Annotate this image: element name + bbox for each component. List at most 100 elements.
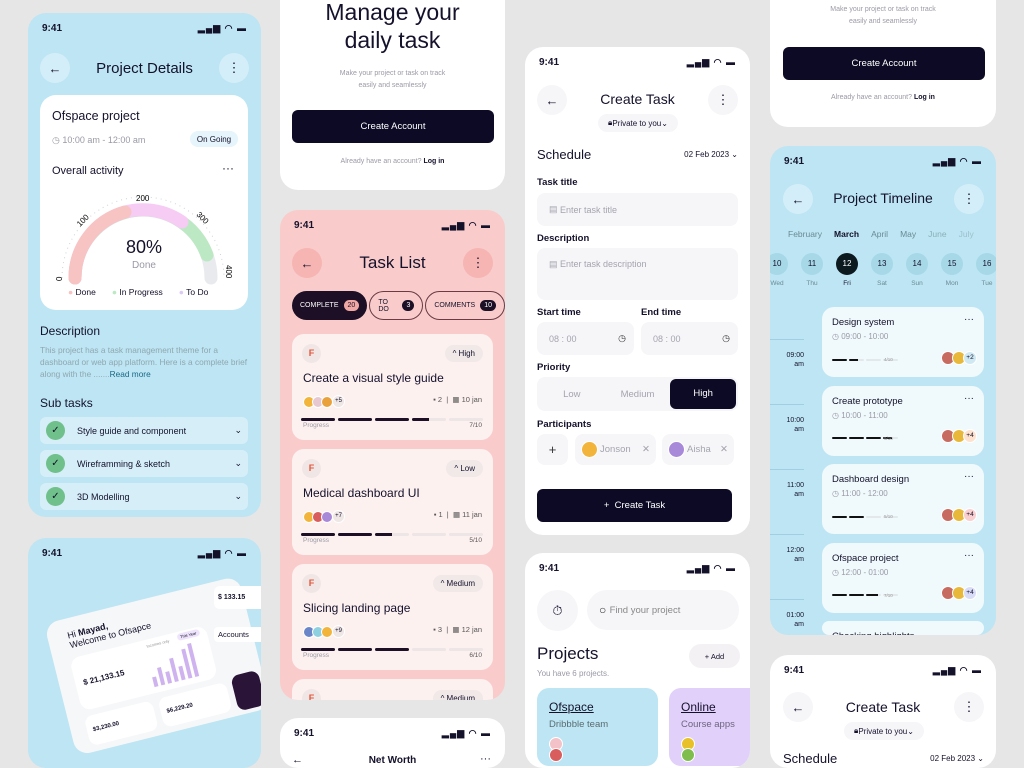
privacy-select[interactable]: 🔒︎ Private to you ⌄: [844, 722, 924, 740]
more-icon[interactable]: ···: [480, 753, 491, 765]
date-select[interactable]: 02 Feb 2023 ⌄: [930, 754, 984, 763]
subtask-item[interactable]: ✓ Style guide and component ⌄: [40, 417, 248, 444]
timer-button[interactable]: ⏱︎: [537, 590, 578, 631]
timeline-event-card[interactable]: Checking highlights: [822, 621, 984, 635]
figma-icon: F: [302, 689, 321, 700]
clock-icon: ◷: [832, 567, 842, 577]
task-title-input[interactable]: ▤ Enter task title: [537, 193, 738, 226]
status-icons: ▂▄▆ ◠ ▬: [686, 563, 736, 573]
event-more-icon[interactable]: ···: [964, 392, 974, 404]
more-button[interactable]: ⋮: [463, 248, 493, 278]
month-item[interactable]: July: [958, 229, 974, 239]
add-participant-button[interactable]: +: [537, 434, 568, 465]
comment-count: 2: [437, 395, 443, 404]
timeline-event-card[interactable]: Dashboard design ··· ◷ 11:00 - 12:00 5/10…: [822, 464, 984, 534]
day-item[interactable]: 13 Sat: [871, 253, 893, 287]
back-button[interactable]: ←: [783, 184, 813, 214]
subtask-item[interactable]: ✓ 3D Modelling ⌄: [40, 483, 248, 510]
timeline-event-card[interactable]: Design system ··· ◷ 09:00 - 10:00 4/10 +2: [822, 307, 984, 377]
task-card[interactable]: F ^ High Create a visual style guide +5 ▪…: [292, 334, 493, 440]
project-card-online[interactable]: Online Course apps: [669, 688, 750, 766]
tab-complete[interactable]: COMPLETE 20: [292, 291, 368, 320]
more-button[interactable]: ⋮: [954, 184, 984, 214]
priority-badge: ^ Medium: [432, 690, 483, 700]
event-more-icon[interactable]: ···: [964, 314, 974, 325]
search-icon: ○: [599, 603, 610, 617]
back-button[interactable]: ←: [537, 85, 567, 115]
login-link[interactable]: Log in: [423, 158, 445, 165]
project-card: Ofspace project ◷ 10:00 am - 12:00 am On…: [40, 95, 248, 310]
description-body: This project has a task management theme…: [40, 345, 248, 379]
progress-segment: [866, 437, 881, 440]
create-task-button[interactable]: + Create Task: [537, 489, 732, 522]
task-card[interactable]: F ^ Low Medical dashboard UI +7 ▪ 1 | ▦ 1…: [292, 449, 493, 555]
event-time-text: 09:00 - 10:00: [841, 332, 889, 341]
back-icon[interactable]: ←: [292, 754, 303, 766]
member-avatars: [549, 737, 563, 762]
start-time-value: 08 : 00: [549, 333, 577, 344]
tab-comments[interactable]: COMMENTS 10: [425, 291, 505, 320]
remove-icon[interactable]: ✕: [720, 444, 728, 455]
priority-low[interactable]: Low: [563, 388, 581, 400]
back-button[interactable]: ←: [40, 53, 70, 83]
task-card[interactable]: F ^ Medium Slicing landing page +9 ▪ 3 | …: [292, 564, 493, 670]
end-time-input[interactable]: 08 : 00 ◷: [641, 322, 738, 355]
project-card-ofspace[interactable]: Ofspace Dribbble team: [537, 688, 658, 766]
search-input[interactable]: ○ Find your project: [587, 590, 739, 630]
activity-more-icon[interactable]: ···: [222, 161, 234, 175]
subtask-item[interactable]: ✓ Wireframming & sketch ⌄: [40, 450, 248, 477]
privacy-select[interactable]: 🔒︎ Private to you ⌄: [598, 114, 678, 132]
month-item[interactable]: April: [871, 229, 889, 239]
calendar-icon: ▦: [452, 510, 463, 519]
event-more-icon[interactable]: ···: [964, 549, 974, 561]
day-item[interactable]: 16 Tue: [976, 253, 996, 287]
date-select[interactable]: 02 Feb 2023 ⌄: [684, 150, 738, 159]
subtask-label: Wireframming & sketch: [77, 458, 171, 469]
month-item[interactable]: June: [928, 229, 947, 239]
progress-segment: [849, 594, 864, 597]
create-account-button[interactable]: Create Account: [783, 47, 985, 80]
event-progress: [832, 430, 900, 448]
priority-high[interactable]: High: [670, 379, 737, 409]
check-icon: ✓: [46, 487, 65, 506]
status-badge: On Going: [190, 131, 238, 147]
description-title: Description: [40, 324, 101, 338]
tab-todo[interactable]: TO DO 3: [369, 291, 424, 320]
day-item[interactable]: 10 Wed: [770, 253, 788, 287]
subtask-label: 3D Modelling: [77, 491, 130, 502]
progress-segment: [301, 533, 335, 537]
timeline-event-card[interactable]: Create prototype ··· ◷ 10:00 - 11:00 9/10…: [822, 385, 984, 456]
day-item[interactable]: 12 Fri: [836, 253, 858, 287]
hour-divider: [770, 599, 804, 600]
timeline-event-card[interactable]: Ofspace project ··· ◷ 12:00 - 01:00 7/10 …: [822, 542, 984, 613]
login-link[interactable]: Log in: [913, 94, 935, 101]
day-item[interactable]: 11 Thu: [801, 253, 823, 287]
priority-medium[interactable]: Medium: [620, 388, 655, 400]
back-button[interactable]: ←: [783, 692, 813, 722]
month-item-selected[interactable]: March: [834, 229, 860, 239]
add-project-button[interactable]: + Add: [689, 644, 740, 668]
task-card[interactable]: F ^ Medium: [292, 679, 493, 700]
task-list-screen: 9:41 ▂▄▆ ◠ ▬ ← Task List ⋮ COMPLETE 20 TO …: [280, 210, 505, 700]
back-button[interactable]: ←: [292, 248, 322, 278]
remove-icon[interactable]: ✕: [642, 444, 650, 455]
month-item[interactable]: May: [900, 229, 917, 239]
period-select[interactable]: This Year: [176, 628, 201, 642]
chevron-down-icon: ⌄: [907, 726, 914, 736]
subtitle-line: easily and seamlessly: [358, 82, 427, 89]
more-button[interactable]: ⋮: [954, 692, 984, 722]
event-title: Checking highlights: [832, 631, 914, 635]
status-icons: ▂▄▆ ◠ ▬: [441, 220, 491, 230]
balance-value: $ 21,133.15: [82, 668, 126, 688]
more-button[interactable]: ⋮: [708, 85, 738, 115]
create-account-button[interactable]: Create Account: [292, 110, 494, 143]
description-input[interactable]: ▤ Enter task description: [537, 248, 738, 300]
day-item[interactable]: 15 Mon: [941, 253, 963, 287]
month-item[interactable]: February: [788, 229, 823, 239]
more-button[interactable]: ⋮: [219, 53, 249, 83]
event-more-icon[interactable]: ···: [964, 471, 974, 482]
start-time-input[interactable]: 08 : 00 ◷: [537, 322, 634, 355]
status-time: 9:41: [539, 563, 560, 574]
read-more-link[interactable]: Read more: [109, 369, 151, 379]
day-item[interactable]: 14 Sun: [906, 253, 928, 287]
